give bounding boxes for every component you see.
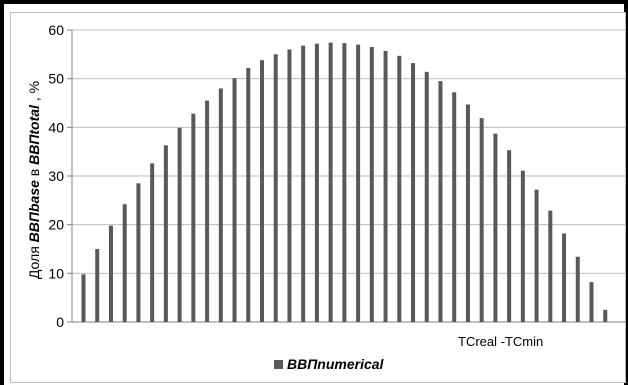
bar <box>328 42 333 323</box>
bar <box>218 88 223 323</box>
bar <box>562 233 567 322</box>
bar <box>493 133 498 322</box>
bar <box>383 50 388 323</box>
bar <box>356 44 361 322</box>
bar <box>411 63 416 323</box>
bar <box>507 150 512 322</box>
bar <box>259 60 264 323</box>
legend: ВВПnumerical <box>274 356 385 372</box>
bar <box>301 45 306 322</box>
bar <box>314 43 319 322</box>
bar <box>246 67 251 323</box>
bar <box>575 256 580 322</box>
y-axis-label: Доля ВВПbase в ВВПtotal , % <box>26 81 42 279</box>
bar <box>479 118 484 322</box>
bar <box>397 55 402 322</box>
y-tick-label: 20 <box>48 217 64 233</box>
bar <box>589 282 594 322</box>
bar <box>369 47 374 322</box>
y-axis-ticks: 0 10 20 30 40 50 60 <box>48 22 73 330</box>
bar <box>163 145 168 322</box>
bar <box>136 183 141 322</box>
bar <box>287 49 292 322</box>
bar <box>342 43 347 322</box>
y-tick-label: 40 <box>48 119 64 135</box>
bar <box>81 274 86 322</box>
bar <box>603 309 608 322</box>
y-tick-label: 50 <box>48 71 64 87</box>
bar-series <box>81 42 608 323</box>
bar <box>438 81 443 322</box>
bar <box>465 104 470 323</box>
y-label-term2: ВВПtotal <box>26 104 42 165</box>
bar <box>177 127 182 322</box>
bar <box>273 54 278 322</box>
bar <box>232 78 237 323</box>
bar <box>150 163 155 322</box>
bar <box>520 170 525 322</box>
bar <box>108 225 113 322</box>
y-tick-label: 60 <box>48 22 64 38</box>
bar <box>191 113 196 323</box>
y-tick-label: 10 <box>48 265 64 281</box>
y-tick-label: 0 <box>56 314 64 330</box>
bar <box>95 249 100 322</box>
grid-lines <box>72 29 626 323</box>
bar <box>534 189 539 322</box>
y-label-suffix: , % <box>26 81 42 105</box>
y-label-prefix: Доля <box>26 242 42 279</box>
bar <box>122 204 127 322</box>
y-label-term1: ВВПbase <box>26 180 42 242</box>
legend-swatch <box>274 360 283 369</box>
y-tick-label: 30 <box>48 168 64 184</box>
bar <box>205 100 210 322</box>
legend-label: ВВПnumerical <box>287 356 385 372</box>
bar <box>452 92 457 322</box>
bar <box>424 71 429 322</box>
y-label-middle: в <box>26 165 42 180</box>
x-axis-label: TCreal -TCmin <box>458 334 543 349</box>
bar <box>548 210 553 322</box>
